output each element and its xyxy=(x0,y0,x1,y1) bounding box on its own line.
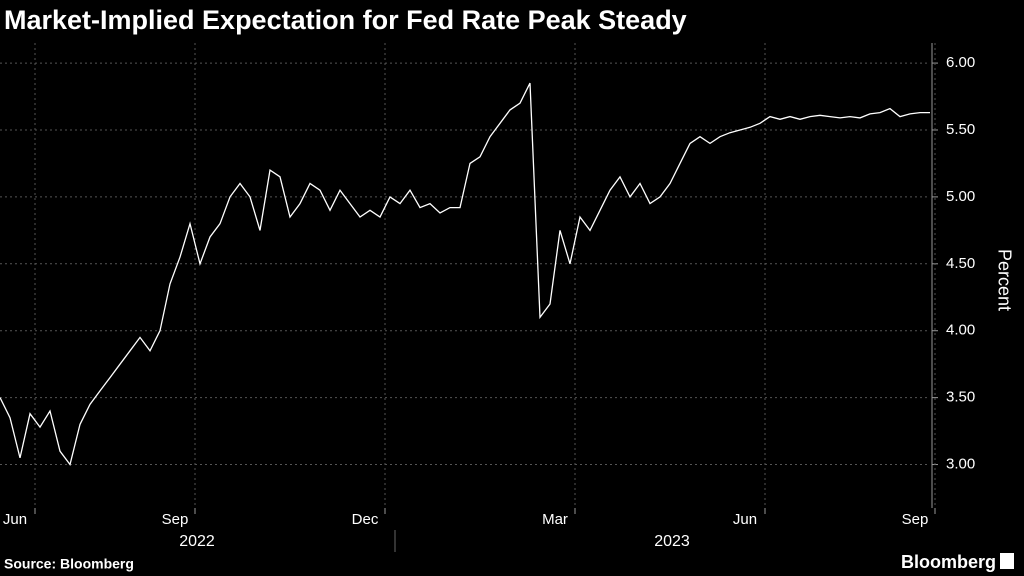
y-tick-label: 5.50 xyxy=(946,121,975,138)
y-axis-label: Percent xyxy=(994,249,1014,311)
x-tick-label: Sep xyxy=(902,511,929,528)
brand: Bloomberg xyxy=(901,552,996,572)
line xyxy=(0,82,930,466)
x-tick-label: Jun xyxy=(733,511,757,528)
year-label: 2023 xyxy=(654,533,690,550)
x-tick-label: Dec xyxy=(352,511,379,528)
chart-title: Market-Implied Expectation for Fed Rate … xyxy=(4,5,687,35)
year-label: 2022 xyxy=(179,533,215,550)
y-tick-label: 3.00 xyxy=(946,456,975,473)
y-tick-label: 4.00 xyxy=(946,322,975,339)
x-tick-label: Sep xyxy=(162,511,189,528)
source: Source: Bloomberg xyxy=(4,556,134,572)
x-tick-label: Jun xyxy=(3,511,27,528)
y-tick-label: 6.00 xyxy=(946,54,975,71)
brand-icon xyxy=(1000,553,1014,569)
x-tick-label: Mar xyxy=(542,511,568,528)
y-tick-label: 3.50 xyxy=(946,389,975,406)
y-tick-label: 4.50 xyxy=(946,255,975,272)
y-tick-label: 5.00 xyxy=(946,188,975,205)
